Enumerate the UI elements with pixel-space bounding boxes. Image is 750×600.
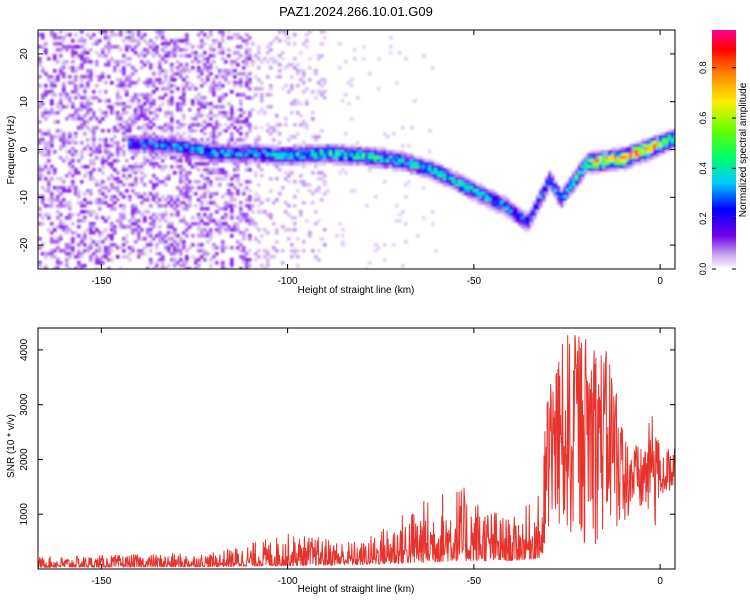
snr-series-line [38,334,675,568]
y-tick-label: 4000 [19,338,30,361]
y-tick-label: 1000 [19,503,30,526]
spectrogram-ylabel: Frequency (Hz) [6,116,17,185]
spectrogram-heatmap [38,30,675,269]
snr-ylabel: SNR (10 * v/v) [6,414,17,478]
chart-title: PAZ1.2024.266.10.01.G09 [279,4,433,19]
colorbar-ticks: 0.0 0.2 0.4 0.6 0.8 [698,61,736,275]
spectrogram-xlabel: Height of straight line (km) [298,285,415,296]
x-tick-label: -150 [91,276,111,287]
y-tick-label: 20 [19,48,30,60]
colorbar-tick-label: 0.6 [698,112,708,125]
y-tick-label: 10 [19,96,30,108]
x-tick-label: -150 [91,576,111,587]
x-tick-label: 0 [657,276,663,287]
colorbar-gradient [712,30,736,269]
y-tick-label: 0 [19,146,30,152]
x-tick-label: 0 [657,576,663,587]
x-tick-label: -50 [467,576,482,587]
snr-xlabel: Height of straight line (km) [298,584,415,595]
y-tick-label: -10 [19,190,30,205]
x-tick-label: -100 [278,576,298,587]
colorbar-tick-label: 0.2 [698,212,708,225]
colorbar-tick-label: 0.4 [698,162,708,175]
y-tick-label: -20 [19,237,30,252]
x-tick-label: -50 [467,276,482,287]
snr-frame [37,327,676,570]
y-tick-label: 3000 [19,393,30,416]
y-tick-label: 2000 [19,448,30,471]
snr-ticks: -150 -100 -50 0 1000 2000 3000 4000 [19,328,675,587]
colorbar: 0.0 0.2 0.4 0.6 0.8 Normalized spectral ampl… [698,30,749,275]
snr-panel: -150 -100 -50 0 1000 2000 3000 4000 Height of s… [6,327,676,595]
colorbar-label: Normalized spectral amplitude [738,82,749,217]
x-tick-label: -100 [278,276,298,287]
colorbar-tick-label: 0.0 [698,263,708,276]
colorbar-tick-label: 0.8 [698,61,708,74]
